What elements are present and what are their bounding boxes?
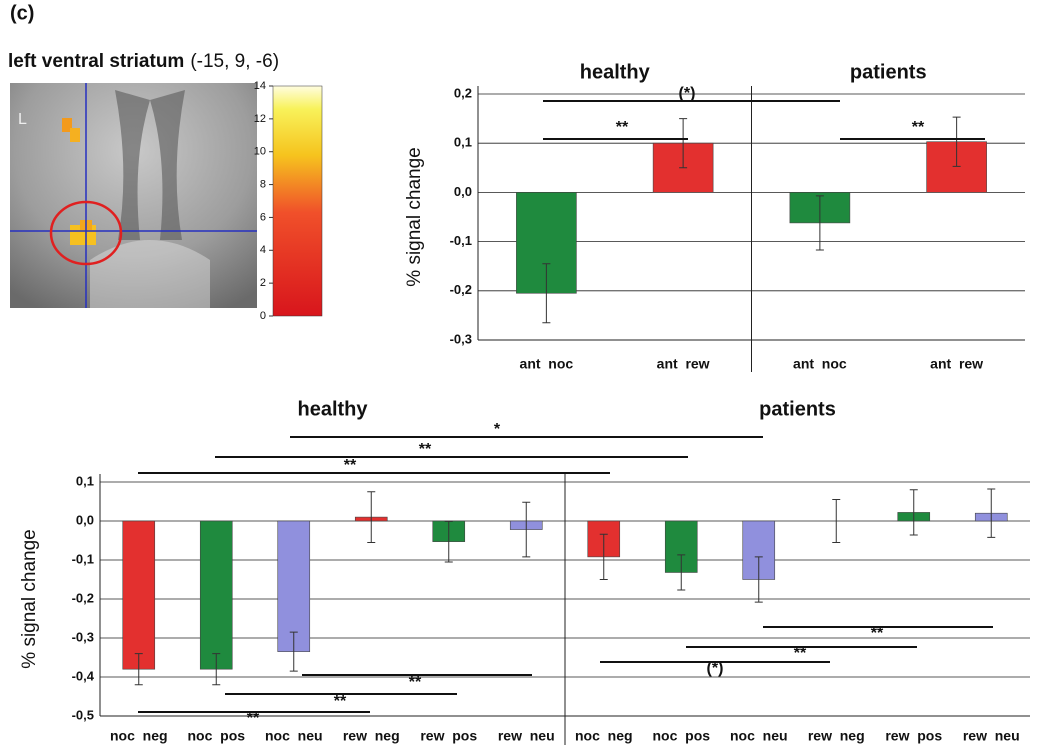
significance-label: ** bbox=[409, 674, 422, 691]
colorbar-tick-label: 8 bbox=[260, 178, 266, 190]
y-tick-label: -0,3 bbox=[72, 629, 94, 644]
x-tick-label: ant noc bbox=[520, 356, 574, 372]
y-tick-label: 0,1 bbox=[454, 135, 472, 150]
region-coordinates: (-15, 9, -6) bbox=[190, 51, 279, 72]
region-title: left ventral striatum (-15, 9, -6) bbox=[8, 51, 279, 72]
significance-label: ** bbox=[871, 625, 884, 642]
orientation-label: L bbox=[18, 111, 27, 128]
x-tick-label: rew neg bbox=[808, 728, 865, 744]
significance-label: ** bbox=[912, 119, 925, 136]
significance-label: ** bbox=[794, 645, 807, 662]
group-title: healthy bbox=[297, 398, 368, 420]
x-tick-label: noc neg bbox=[110, 728, 168, 744]
bar bbox=[200, 521, 232, 669]
region-name: left ventral striatum bbox=[8, 51, 184, 72]
y-tick-label: 0,2 bbox=[454, 85, 472, 100]
x-tick-label: noc pos bbox=[652, 728, 710, 744]
y-tick-label: -0,2 bbox=[72, 590, 94, 605]
x-tick-label: ant rew bbox=[657, 356, 710, 372]
significance-label: ** bbox=[247, 710, 260, 727]
y-tick-label: -0,4 bbox=[72, 668, 95, 683]
y-axis-label: % signal change bbox=[19, 529, 40, 668]
colorbar-tick-label: 2 bbox=[260, 277, 266, 289]
colorbar bbox=[273, 86, 322, 316]
x-tick-label: ant rew bbox=[930, 356, 983, 372]
y-tick-label: 0,1 bbox=[76, 473, 94, 488]
panel-label: (c) bbox=[10, 2, 34, 24]
significance-label: (*) bbox=[707, 660, 724, 677]
y-tick-label: -0,2 bbox=[450, 282, 472, 297]
colorbar-tick-label: 0 bbox=[260, 310, 266, 322]
x-tick-label: rew pos bbox=[885, 728, 942, 744]
colorbar-tick-label: 4 bbox=[260, 244, 266, 256]
y-tick-label: -0,5 bbox=[72, 707, 94, 722]
significance-label: ** bbox=[344, 457, 357, 474]
significance-label: ** bbox=[419, 441, 432, 458]
significance-label: * bbox=[494, 421, 501, 438]
activation-blob bbox=[70, 128, 80, 142]
y-tick-label: -0,1 bbox=[450, 233, 472, 248]
colorbar-tick-label: 12 bbox=[254, 113, 266, 125]
group-title: patients bbox=[759, 398, 836, 420]
white-matter bbox=[90, 240, 210, 308]
x-tick-label: noc neu bbox=[730, 728, 788, 744]
colorbar-tick-label: 10 bbox=[254, 146, 266, 158]
figure: (c) left ventral striatum(-15, 9, -6) L … bbox=[0, 0, 1053, 745]
x-tick-label: ant noc bbox=[793, 356, 847, 372]
bar bbox=[123, 521, 155, 669]
group-title: healthy bbox=[580, 61, 651, 83]
y-tick-label: -0,3 bbox=[450, 331, 472, 346]
y-axis-label: % signal change bbox=[404, 147, 425, 286]
y-tick-label: -0,1 bbox=[72, 551, 94, 566]
x-tick-label: rew pos bbox=[420, 728, 477, 744]
colorbar-tick-label: 14 bbox=[254, 80, 266, 92]
significance-label: (*) bbox=[679, 85, 696, 102]
significance-label: ** bbox=[616, 119, 629, 136]
x-tick-label: rew neu bbox=[498, 728, 555, 744]
x-tick-label: rew neg bbox=[343, 728, 400, 744]
colorbar-tick-label: 6 bbox=[260, 211, 266, 223]
group-title: patients bbox=[850, 61, 927, 83]
brain-image: L bbox=[10, 83, 322, 316]
x-tick-label: noc pos bbox=[187, 728, 245, 744]
significance-label: ** bbox=[334, 693, 347, 710]
x-tick-label: rew neu bbox=[963, 728, 1020, 744]
x-tick-label: noc neg bbox=[575, 728, 633, 744]
x-tick-label: noc neu bbox=[265, 728, 323, 744]
y-tick-label: 0,0 bbox=[76, 512, 94, 527]
y-tick-label: 0,0 bbox=[454, 184, 472, 199]
